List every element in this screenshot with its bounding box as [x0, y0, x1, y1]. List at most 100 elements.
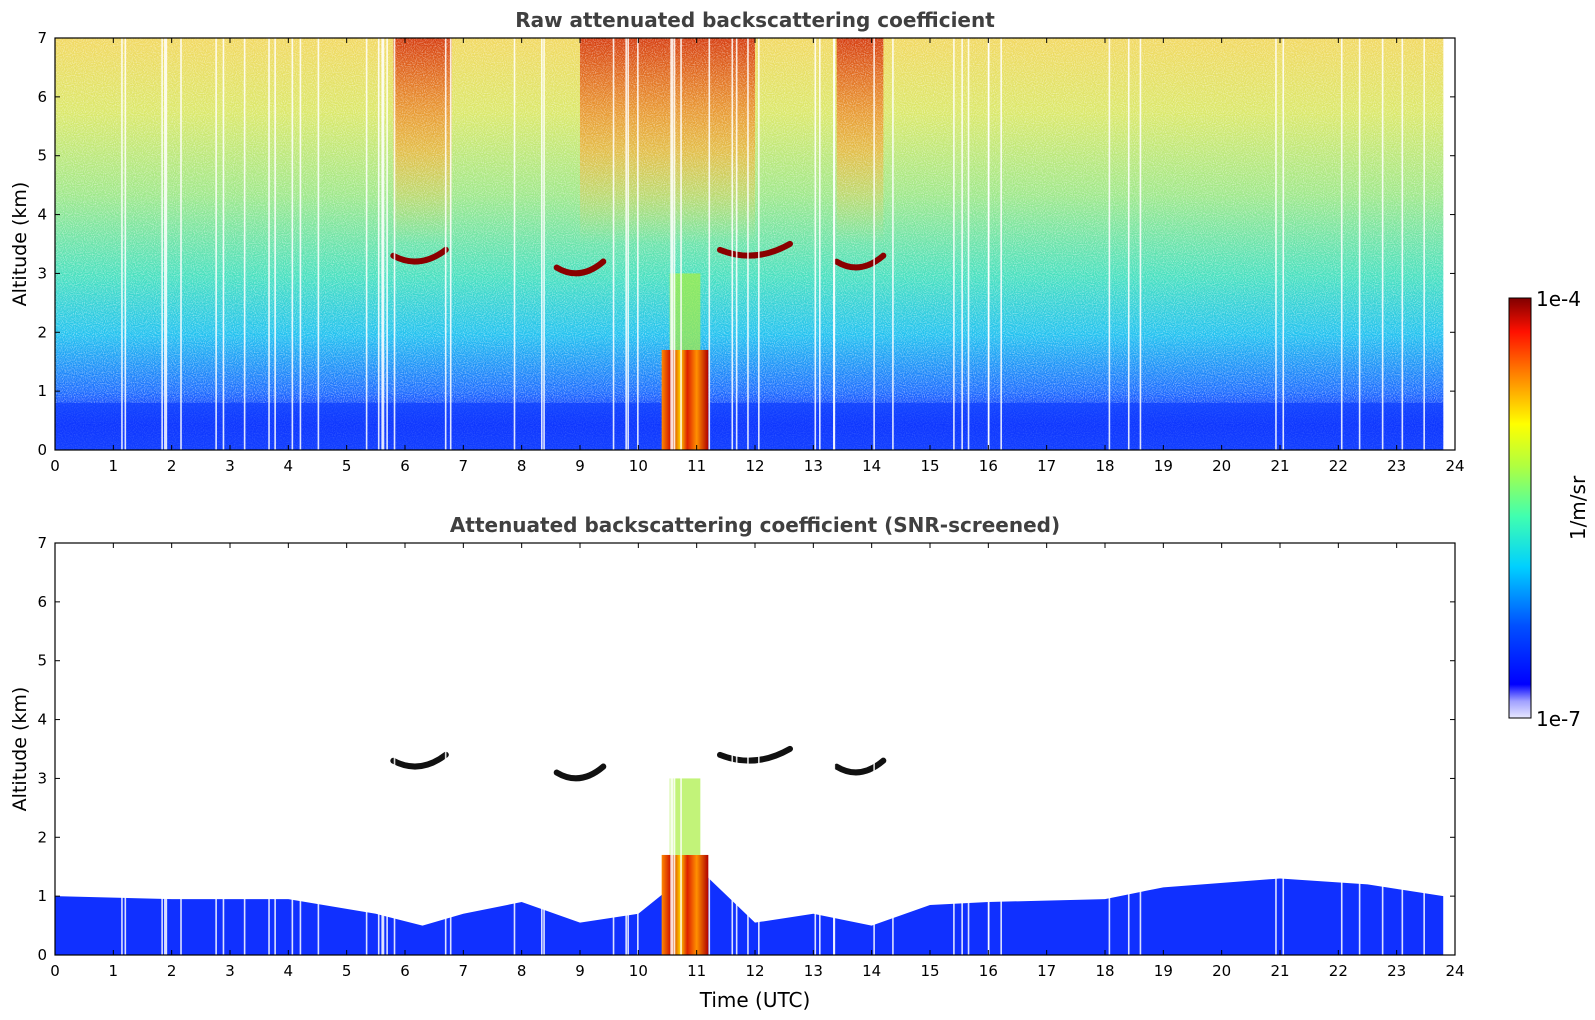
x-tick-label: 20: [1212, 457, 1231, 475]
cloud-layer: [717, 240, 793, 259]
data-dropout-stripe: [1108, 543, 1111, 955]
data-dropout-stripe: [735, 543, 738, 955]
data-dropout-stripe: [814, 543, 817, 955]
x-tick-label: 2: [167, 457, 177, 475]
data-dropout-stripe: [637, 38, 639, 450]
y-tick-label: 5: [37, 652, 47, 670]
data-dropout-stripe: [1340, 543, 1343, 955]
data-dropout-stripe: [747, 543, 749, 955]
x-tick-label: 4: [284, 962, 294, 980]
data-dropout-stripe: [382, 543, 385, 955]
x-tick-label: 12: [745, 962, 764, 980]
y-tick-label: 6: [37, 593, 47, 611]
x-tick-label: 15: [920, 962, 939, 980]
data-dropout-stripe: [873, 543, 875, 955]
data-dropout-stripe: [215, 38, 217, 450]
data-dropout-stripe: [382, 38, 385, 450]
x-tick-label: 22: [1329, 962, 1348, 980]
x-tick-label: 2: [167, 962, 177, 980]
data-dropout-stripe: [612, 38, 615, 450]
no-data-region: [1443, 543, 1455, 955]
cloud-layer: [833, 757, 887, 776]
data-dropout-stripe: [513, 38, 516, 450]
no-data-region: [1443, 38, 1455, 450]
data-dropout-stripe: [377, 543, 380, 955]
data-dropout-stripe: [967, 38, 970, 450]
x-tick-label: 18: [1095, 962, 1114, 980]
x-tick-label: 5: [342, 457, 352, 475]
x-tick-label: 8: [517, 457, 527, 475]
data-dropout-stripe: [673, 38, 676, 450]
data-dropout-stripe: [637, 543, 639, 955]
colorbar-min-label: 1e-7: [1536, 707, 1581, 731]
y-tick-label: 1: [37, 382, 47, 400]
data-dropout-stripe: [317, 38, 320, 450]
x-tick-label: 3: [225, 962, 235, 980]
cloud-layer: [390, 246, 449, 265]
data-dropout-stripe: [735, 38, 738, 450]
data-dropout-stripe: [1000, 38, 1002, 450]
boundary-layer-area: [55, 866, 1444, 955]
data-dropout-stripe: [386, 543, 388, 955]
data-dropout-stripe: [381, 38, 383, 450]
data-dropout-stripe: [731, 38, 734, 450]
data-dropout-stripe: [243, 38, 246, 450]
y-tick-label: 4: [37, 206, 47, 224]
data-dropout-stripe: [873, 38, 875, 450]
data-dropout-stripe: [833, 543, 835, 955]
x-tick-label: 1: [109, 457, 119, 475]
data-dropout-stripe: [814, 38, 817, 450]
data-dropout-stripe: [1108, 38, 1111, 450]
x-tick-label: 17: [1037, 457, 1056, 475]
x-tick-label: 19: [1154, 457, 1173, 475]
data-dropout-stripe: [222, 38, 225, 450]
colorbar-units-label: 1/m/sr: [1566, 475, 1590, 540]
panel-screened-heatmap: [55, 543, 1455, 955]
data-dropout-stripe: [708, 543, 711, 955]
x-tick-label: 23: [1387, 457, 1406, 475]
data-dropout-stripe: [1381, 543, 1384, 955]
x-tick-label: 16: [979, 962, 998, 980]
data-dropout-stripe: [377, 38, 380, 450]
data-dropout-stripe: [161, 38, 163, 450]
data-dropout-stripe: [291, 543, 294, 955]
x-tick-label: 15: [920, 457, 939, 475]
data-dropout-stripe: [758, 38, 760, 450]
data-dropout-stripe: [299, 38, 302, 450]
data-dropout-stripe: [680, 543, 682, 955]
data-dropout-stripe: [165, 543, 168, 955]
data-dropout-stripe: [625, 38, 627, 450]
x-tick-label: 17: [1037, 962, 1056, 980]
data-dropout-stripe: [180, 543, 182, 955]
data-dropout-stripe: [121, 543, 123, 955]
data-dropout-stripe: [317, 543, 320, 955]
data-dropout-stripe: [670, 543, 672, 955]
y-tick-label: 7: [37, 534, 47, 552]
data-dropout-stripe: [274, 38, 276, 450]
x-tick-label: 13: [804, 457, 823, 475]
x-tick-label: 10: [629, 457, 648, 475]
panel-raw-ylabel: Altitude (km): [9, 182, 31, 307]
data-dropout-stripe: [961, 543, 963, 955]
data-dropout-stripe: [274, 543, 276, 955]
data-dropout-stripe: [381, 543, 383, 955]
data-dropout-stripe: [1423, 38, 1425, 450]
cloud-column: [661, 854, 709, 955]
data-dropout-stripe: [1127, 543, 1130, 955]
data-dropout-stripe: [543, 543, 545, 955]
data-dropout-stripe: [961, 38, 963, 450]
x-tick-label: 6: [400, 962, 410, 980]
data-dropout-stripe: [393, 543, 396, 955]
data-dropout-stripe: [708, 38, 711, 450]
x-tick-label: 22: [1329, 457, 1348, 475]
data-dropout-stripe: [161, 543, 163, 955]
data-dropout-stripe: [1275, 38, 1277, 450]
data-dropout-stripe: [671, 543, 674, 955]
x-tick-label: 4: [284, 457, 294, 475]
data-dropout-stripe: [1340, 38, 1343, 450]
data-dropout-stripe: [540, 543, 543, 955]
data-dropout-stripe: [393, 38, 396, 450]
panel-raw: Raw attenuated backscattering coefficien…: [9, 8, 1465, 475]
data-dropout-stripe: [1139, 38, 1142, 450]
x-tick-label: 0: [50, 457, 60, 475]
